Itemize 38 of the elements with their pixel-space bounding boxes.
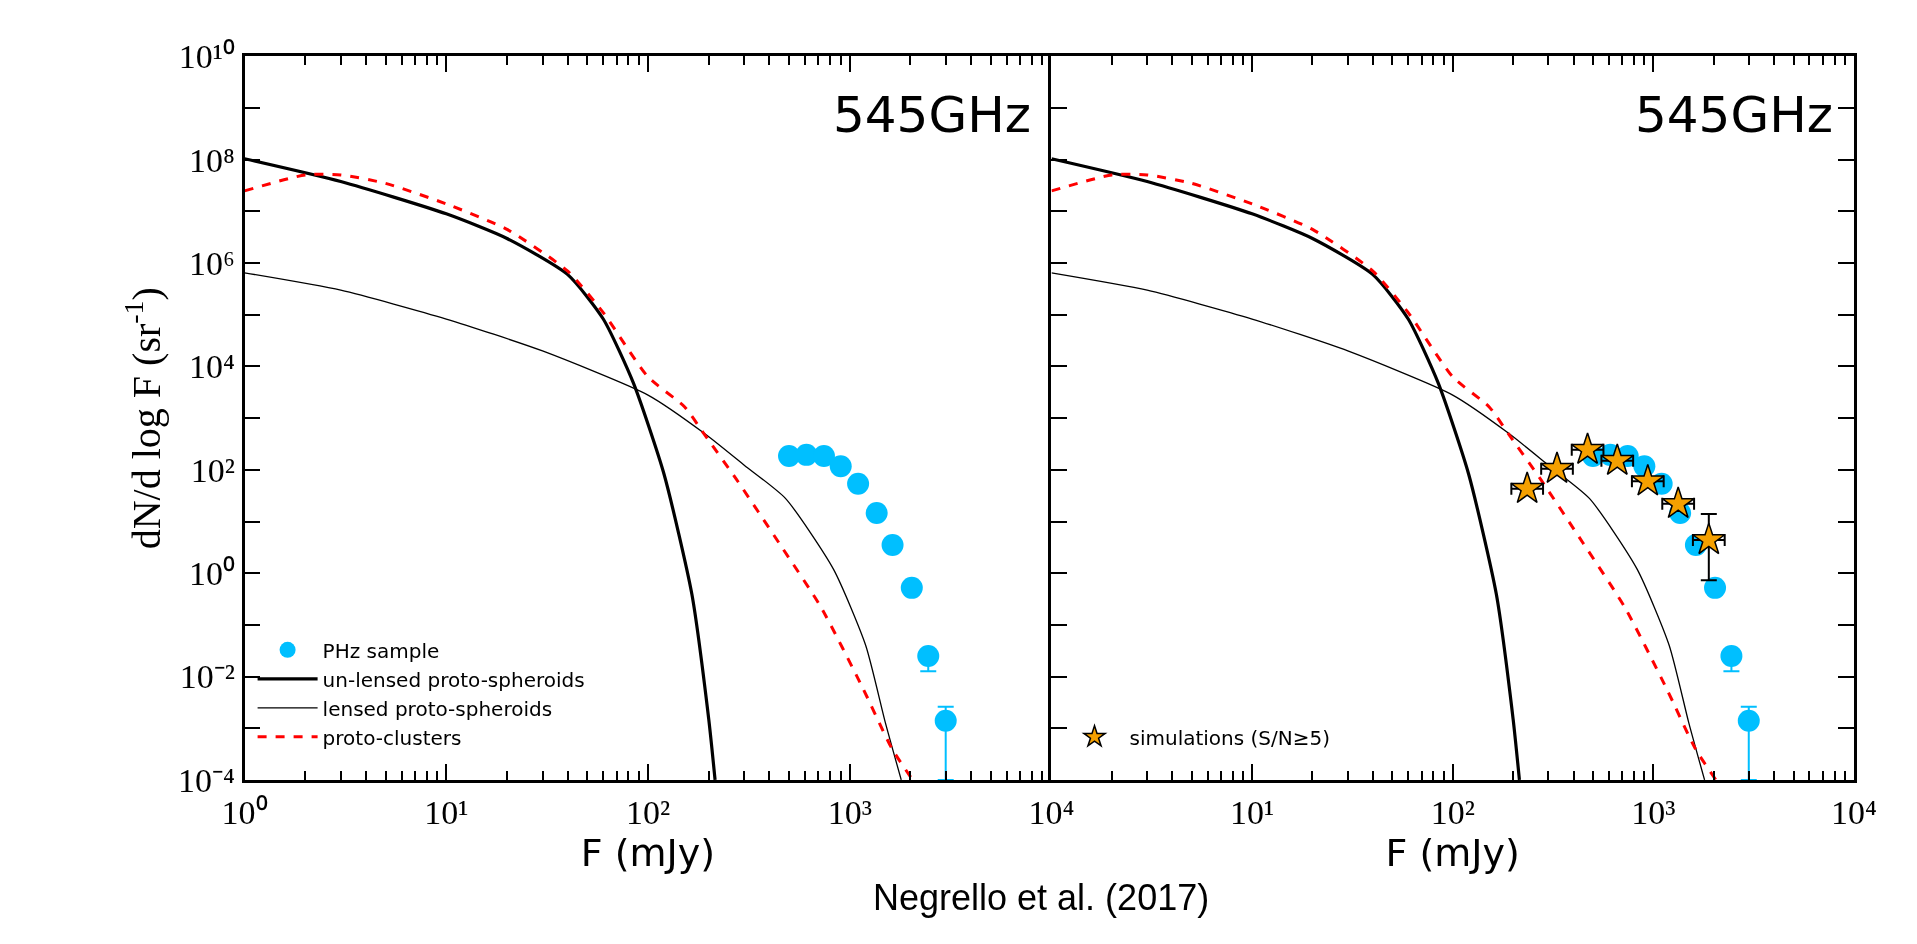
x-axis-title: F (mJy) xyxy=(580,830,716,875)
y-tick-label: 10² xyxy=(190,451,235,489)
y-tick-label: 10¹⁰ xyxy=(178,38,235,76)
legend-label: un-lensed proto-spheroids xyxy=(322,667,585,692)
point xyxy=(795,443,818,466)
x-tick-label: 10² xyxy=(625,793,671,831)
point xyxy=(865,502,888,525)
legend-label: PHz sample xyxy=(322,638,440,663)
x-axis-title: F (mJy) xyxy=(1385,830,1520,875)
y-tick-label: 10⁰ xyxy=(188,555,235,593)
point xyxy=(829,455,852,478)
x-tick-label: 10³ xyxy=(1631,793,1676,831)
x-tick-label: 10⁴ xyxy=(1831,793,1877,831)
annotation: 545GHz xyxy=(833,86,1032,144)
x-tick-label: 10² xyxy=(1430,793,1475,831)
y-tick-label: 10⁻² xyxy=(179,658,235,696)
point xyxy=(812,444,835,467)
point xyxy=(900,576,923,599)
point xyxy=(1720,644,1743,667)
point xyxy=(1661,486,1695,519)
x-tick-label: 10¹ xyxy=(424,793,469,831)
annotation: 545GHz xyxy=(1635,86,1834,144)
legend-label: proto-clusters xyxy=(322,725,462,750)
y-tick-label: 10⁸ xyxy=(189,141,235,179)
point xyxy=(1737,709,1760,732)
y-tick-label: 10⁶ xyxy=(189,245,235,283)
point xyxy=(847,472,870,495)
y-tick-label: 10⁴ xyxy=(189,348,235,386)
legend-label: simulations (S/N≥5) xyxy=(1129,725,1331,750)
point xyxy=(1704,576,1727,599)
x-tick-label: 10¹ xyxy=(1230,793,1275,831)
point xyxy=(934,709,957,732)
point xyxy=(917,644,940,667)
legend-label: lensed proto-spheroids xyxy=(322,696,553,721)
text: Negrello et al. (2017) xyxy=(873,877,1210,918)
x-tick-label: 10⁴ xyxy=(1028,793,1075,831)
x-tick-label: 10³ xyxy=(827,793,872,831)
point xyxy=(881,534,904,557)
